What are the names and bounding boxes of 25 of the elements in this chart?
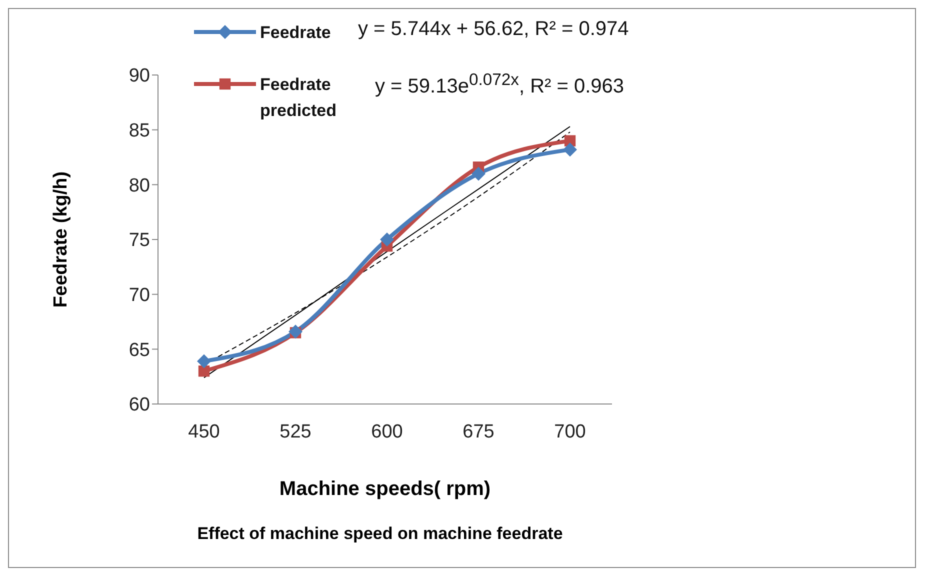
point (198, 366, 210, 377)
x-tick-label: 525 (280, 421, 312, 442)
text: y = 5.744x + 56.62, R² = 0.974 (358, 18, 629, 41)
point (563, 142, 577, 157)
y-tick-label: 85 (128, 120, 150, 142)
y-tick-label: 60 (128, 394, 150, 416)
y-tick-label: 65 (128, 340, 150, 361)
point (380, 232, 394, 246)
point (288, 324, 302, 339)
text: Effect of machine speed on machine feedrate (196, 524, 564, 544)
x-tick-label: 450 (188, 421, 220, 442)
legend-label: Feedrate predicted (260, 74, 338, 122)
annotation: y = 59.13e$^{0.072x}$, R² = 0.963 (375, 70, 624, 99)
y-tick-label: 70 (128, 285, 150, 306)
legend-label: Feedrate (260, 22, 332, 44)
x-tick-label: 700 (554, 421, 586, 442)
y-tick-label: 75 (128, 230, 150, 252)
y-tick-label: 80 (128, 175, 150, 196)
point (197, 354, 211, 368)
x-tick-label: 600 (371, 421, 403, 442)
point (472, 166, 486, 181)
y-tick-label: 90 (128, 66, 150, 87)
x-axis-title: Machine speeds( rpm) (278, 478, 492, 501)
x-tick-label: 675 (462, 421, 494, 442)
y-axis-title: Feedrate (kg/h) (50, 171, 72, 308)
